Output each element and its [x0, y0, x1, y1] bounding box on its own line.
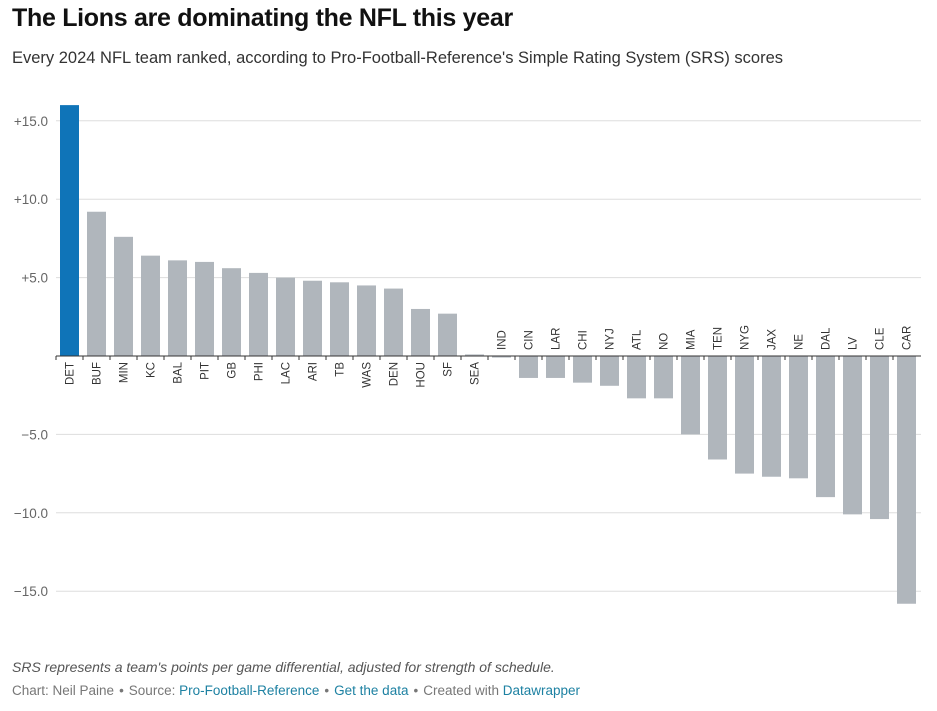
y-tick-label: −15.0: [14, 584, 48, 599]
category-label: DET: [65, 362, 77, 385]
axis: [55, 355, 921, 360]
created-with-label: Created with: [423, 683, 499, 698]
bar: [87, 211, 106, 356]
get-data-link[interactable]: Get the data: [334, 683, 409, 698]
category-label: PHI: [254, 362, 266, 381]
bar: [654, 356, 673, 399]
ticks: +15.0 +10.0 +5.0 −5.0 −10.0 −15.0: [14, 114, 48, 599]
chart-subtitle: Every 2024 NFL team ranked, according to…: [12, 49, 784, 67]
bar: [546, 356, 565, 378]
category-label: HOU: [416, 362, 428, 388]
source-label: Source:: [128, 683, 176, 698]
category-label: NO: [659, 333, 671, 350]
credits: Chart: Neil Paine • Source: Pro-Football-R…: [12, 683, 580, 698]
bar: [168, 260, 187, 356]
category-label: NE: [794, 334, 806, 350]
category-label: DEN: [389, 362, 401, 386]
bar: [897, 356, 916, 604]
bar: [60, 105, 79, 357]
category-label: SF: [443, 362, 455, 377]
bar: [384, 288, 403, 356]
bars: [60, 105, 916, 604]
category-label: CLE: [875, 327, 887, 350]
bar: [816, 356, 835, 498]
separator: •: [324, 683, 330, 698]
bar: [681, 356, 700, 435]
category-label: LAC: [281, 362, 293, 384]
category-label: NYG: [740, 325, 752, 350]
bar: [843, 356, 862, 515]
category-label: LV: [848, 336, 860, 350]
bar: [222, 268, 241, 356]
bar: [276, 277, 295, 356]
chart-title: The Lions are dominating the NFL this ye…: [12, 4, 513, 32]
category-label: WAS: [362, 362, 374, 388]
bar: [789, 356, 808, 479]
category-label: CHI: [578, 330, 590, 350]
separator: •: [413, 683, 419, 698]
bar: [195, 261, 214, 356]
category-label: TB: [335, 362, 347, 377]
bar: [627, 356, 646, 399]
bar: [762, 356, 781, 477]
category-label: BAL: [173, 361, 185, 383]
category-label: SEA: [470, 362, 482, 385]
category-label: LAR: [551, 328, 563, 350]
category-label: ATL: [632, 329, 644, 350]
bar-chart: +15.0 +10.0 +5.0 −5.0 −10.0 −15.0 DET BUF MIN KC…: [14, 105, 921, 604]
y-tick-label: +15.0: [14, 114, 48, 129]
category-label: JAX: [767, 329, 779, 350]
bar: [735, 356, 754, 474]
category-label: TEN: [713, 327, 725, 350]
bar: [519, 356, 538, 378]
separator: •: [119, 683, 124, 698]
bar: [492, 356, 511, 358]
category-label: NYJ: [605, 328, 617, 350]
category-label: CIN: [524, 330, 536, 350]
bar: [330, 282, 349, 356]
bar: [600, 356, 619, 386]
bar: [411, 308, 430, 356]
category-labels: DET BUF MIN KC BAL PIT GB PHI LAC ARI TB WAS DEN HOU S…: [65, 325, 914, 388]
category-label: MIA: [686, 329, 698, 350]
category-label: PIT: [200, 362, 212, 380]
y-tick-label: −10.0: [14, 506, 48, 521]
y-tick-label: +10.0: [14, 192, 48, 207]
category-label: DAL: [821, 327, 833, 350]
bar: [438, 313, 457, 356]
bar: [249, 272, 268, 356]
category-label: KC: [146, 362, 158, 378]
bar: [141, 255, 160, 356]
bar: [708, 356, 727, 460]
category-label: GB: [227, 362, 239, 379]
footnote: SRS represents a team's points per game …: [12, 659, 555, 675]
category-label: CAR: [902, 326, 914, 350]
y-tick-label: +5.0: [21, 271, 48, 286]
bar: [870, 356, 889, 520]
datawrapper-link[interactable]: Datawrapper: [502, 683, 581, 698]
source-link[interactable]: Pro-Football-Reference: [179, 683, 320, 698]
bar: [573, 356, 592, 383]
category-label: ARI: [308, 362, 320, 381]
bar: [114, 236, 133, 356]
y-tick-label: −5.0: [21, 427, 48, 442]
category-label: MIN: [119, 362, 131, 383]
bar: [357, 285, 376, 356]
bar: [465, 354, 484, 356]
category-label: IND: [497, 330, 509, 350]
bar: [303, 280, 322, 356]
chart-credit: Chart: Neil Paine: [12, 683, 115, 698]
category-label: BUF: [92, 362, 104, 385]
